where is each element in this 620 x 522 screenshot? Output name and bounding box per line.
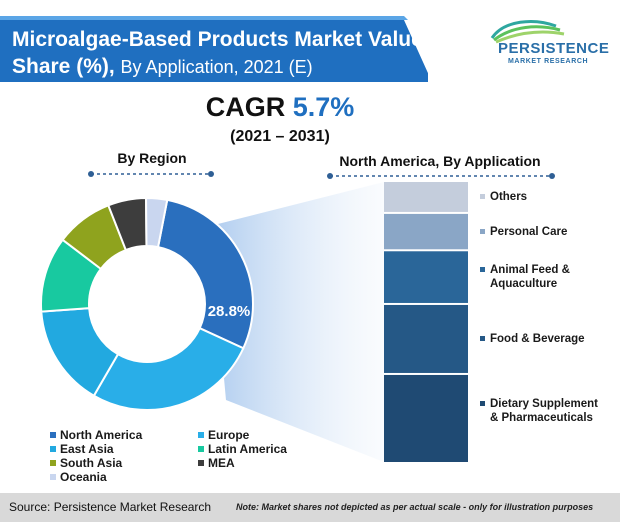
legend-label: Oceania bbox=[60, 470, 107, 484]
donut-slice-europe bbox=[92, 326, 245, 411]
legend-label: East Asia bbox=[60, 442, 114, 456]
cagr-value: 5.7% bbox=[292, 92, 355, 122]
legend-swatch bbox=[198, 460, 204, 466]
bar-segment-3 bbox=[384, 213, 468, 250]
persistence-logo-icon bbox=[490, 20, 565, 44]
bar-segment-4 bbox=[384, 182, 468, 212]
legend-swatch bbox=[50, 460, 56, 466]
bar-segment-2 bbox=[384, 251, 468, 303]
application-stacked-bar bbox=[384, 182, 468, 462]
cagr-heading: CAGR 5.7% bbox=[0, 92, 560, 123]
legend-label: Food & Beverage bbox=[490, 333, 585, 345]
legend-swatch bbox=[50, 432, 56, 438]
region-legend-item: South Asia bbox=[50, 456, 122, 470]
application-title-connector bbox=[327, 173, 555, 179]
footer-note: Note: Market shares not depicted as per … bbox=[236, 502, 594, 512]
charts-canvas: 28.8% bbox=[40, 171, 555, 462]
donut-slice-oceania bbox=[145, 197, 169, 249]
legend-label: South Asia bbox=[60, 456, 123, 470]
application-legend-item: Personal Care bbox=[480, 225, 602, 239]
legend-label: Latin America bbox=[208, 442, 287, 456]
region-chart-title: By Region bbox=[117, 150, 187, 166]
logo-name: PERSISTENCE bbox=[498, 40, 610, 57]
source-text: Source: Persistence Market Research bbox=[9, 500, 212, 514]
region-legend-item: North America bbox=[50, 428, 142, 442]
header-banner bbox=[0, 16, 428, 82]
region-legend-item: East Asia bbox=[50, 442, 114, 456]
legend-swatch bbox=[480, 336, 485, 341]
legend-label: Personal Care bbox=[490, 226, 568, 238]
bar-segment-0 bbox=[384, 374, 468, 462]
cagr-period: (2021 – 2031) bbox=[230, 128, 330, 145]
donut-slice-north-america bbox=[156, 198, 254, 350]
legend-swatch bbox=[480, 194, 485, 199]
region-legend-item: Latin America bbox=[198, 442, 287, 456]
application-legend-item: Others bbox=[480, 190, 602, 204]
legend-label: North America bbox=[60, 428, 143, 442]
legend-label: Europe bbox=[208, 428, 250, 442]
region-legend-item: MEA bbox=[198, 456, 235, 470]
legend-swatch bbox=[480, 401, 485, 406]
application-legend-item: Food & Beverage bbox=[480, 332, 602, 346]
legend-swatch bbox=[50, 474, 56, 480]
region-title-connector bbox=[88, 171, 214, 177]
drilldown-wedge bbox=[210, 182, 384, 462]
logo-subtitle: MARKET RESEARCH bbox=[508, 58, 589, 65]
region-donut bbox=[40, 196, 254, 411]
bar-segment-1 bbox=[384, 304, 468, 373]
donut-data-label: 28.8% bbox=[208, 303, 251, 320]
region-legend-item: Oceania bbox=[50, 470, 107, 484]
legend-swatch bbox=[480, 229, 485, 234]
legend-swatch bbox=[198, 446, 204, 452]
page-title: Microalgae-Based Products Market Value S… bbox=[12, 28, 423, 78]
legend-swatch bbox=[198, 432, 204, 438]
legend-label: Others bbox=[490, 191, 528, 203]
legend-label: MEA bbox=[208, 456, 235, 470]
application-legend-item: Dietary Supplement & Pharmaceuticals bbox=[480, 397, 602, 425]
application-chart-title: North America, By Application bbox=[339, 153, 541, 169]
footer: Source: Persistence Market Research Note… bbox=[0, 493, 620, 522]
cagr-label: CAGR bbox=[205, 92, 286, 122]
application-legend-item: Animal Feed & Aquaculture bbox=[480, 263, 602, 291]
legend-label: Animal Feed & Aquaculture bbox=[490, 264, 570, 290]
legend-swatch bbox=[50, 446, 56, 452]
region-legend-item: Europe bbox=[198, 428, 249, 442]
legend-swatch bbox=[480, 267, 485, 272]
legend-label: Dietary Supplement & Pharmaceuticals bbox=[490, 398, 598, 424]
